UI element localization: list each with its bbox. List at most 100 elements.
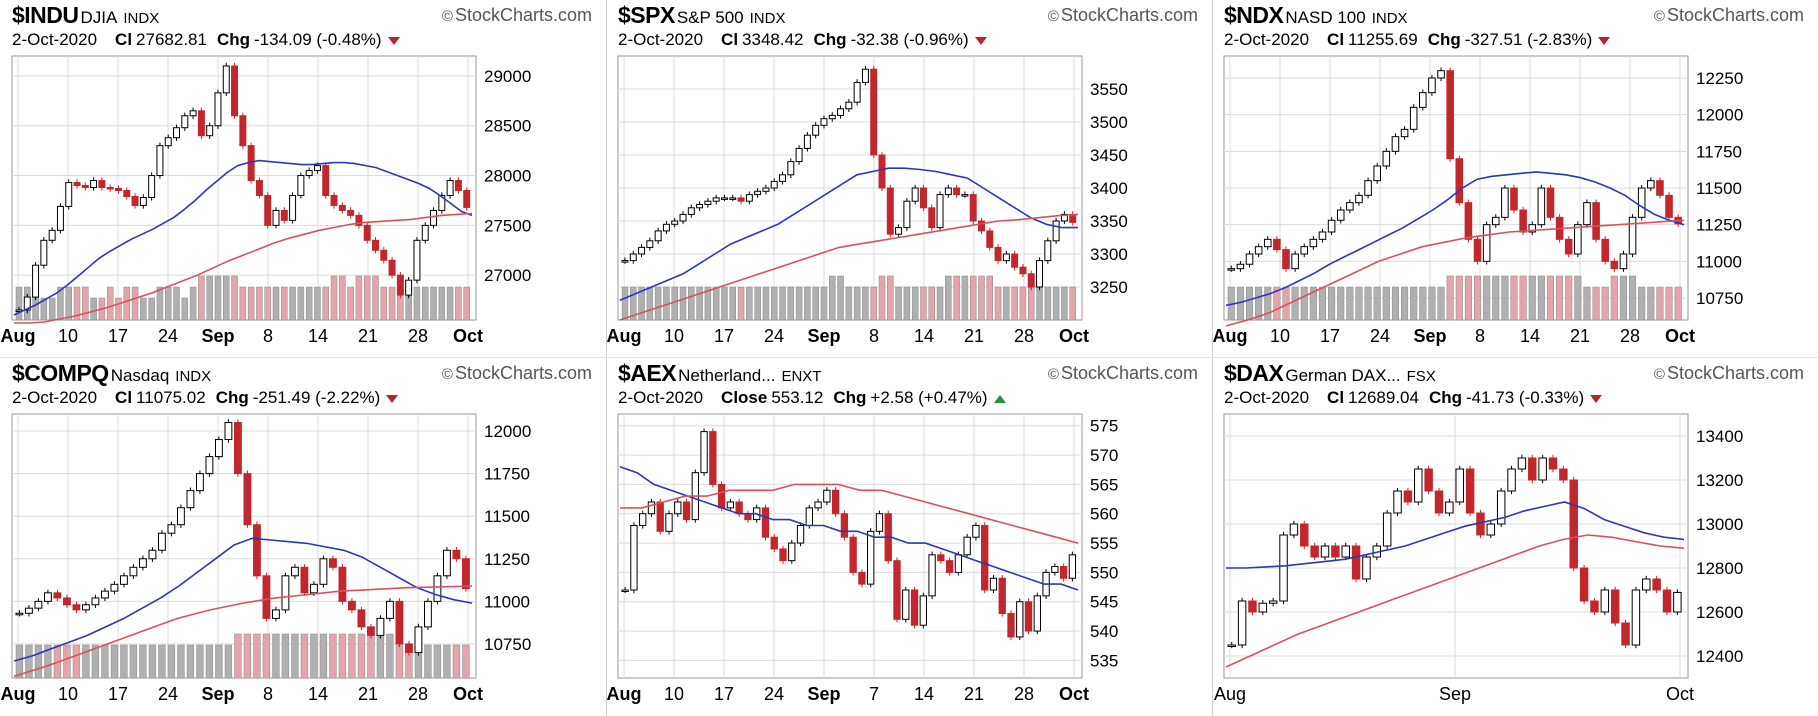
- candle-body: [1051, 566, 1059, 573]
- volume-bar: [953, 275, 960, 321]
- candle-body: [262, 575, 271, 619]
- candle-body: [674, 501, 682, 515]
- x-tick-label: 28: [1014, 326, 1034, 346]
- candle-body: [969, 194, 977, 222]
- candle-body: [363, 224, 371, 241]
- security-name: Netherland...: [678, 366, 776, 385]
- candle-body: [629, 253, 637, 262]
- candle-body: [700, 431, 708, 474]
- y-tick-label: 570: [1090, 446, 1118, 465]
- volume-bar: [837, 275, 844, 321]
- candle-body: [1355, 194, 1363, 204]
- volume-bar: [15, 644, 24, 679]
- candle-body: [110, 583, 119, 592]
- volume-bar: [787, 286, 795, 321]
- volume-bar: [696, 286, 703, 321]
- x-tick-label: 8: [1475, 326, 1485, 346]
- volume-bar: [291, 633, 299, 679]
- candle-body: [696, 204, 704, 209]
- chart-panel-ndx[interactable]: $NDX NASD 100 INDX © StockCharts.com 2-Oct-20…: [1212, 0, 1818, 358]
- chart-panel-indu[interactable]: $INDU DJIA INDX © StockCharts.com 2-Oct-2020 C…: [0, 0, 606, 358]
- watermark: © StockCharts.com: [442, 5, 592, 26]
- x-tick-label: 21: [358, 684, 378, 704]
- copyright-icon: ©: [441, 8, 453, 25]
- volume-bar: [646, 286, 654, 321]
- candle-body: [919, 187, 927, 209]
- candle-body: [1564, 238, 1573, 255]
- candle-body: [367, 626, 375, 636]
- volume-bar: [272, 286, 280, 321]
- x-tick-label: Sep: [1439, 684, 1471, 704]
- candle-body: [770, 536, 778, 550]
- x-tick-label: 14: [914, 326, 934, 346]
- candle-body: [861, 68, 869, 83]
- candle-body: [280, 209, 288, 221]
- volume-bar: [455, 286, 462, 321]
- volume-bar: [177, 644, 185, 679]
- candle-body: [1016, 601, 1024, 638]
- candle-body: [814, 501, 822, 509]
- chart-panel-spx[interactable]: $SPX S&P 500 INDX © StockCharts.com 2-Oct-202…: [606, 0, 1212, 358]
- quote-line: 2-Oct-2020 Cl 27682.81 Chg -134.09 (-0.48%): [12, 30, 598, 50]
- candle-body: [1007, 612, 1015, 638]
- security-name: German DAX...: [1285, 366, 1401, 385]
- volume-bar: [795, 286, 803, 321]
- candle-body: [1546, 187, 1555, 218]
- candlestick-chart: 27000 27500 28000 28500 29000 Aug 10 17 24 Sep 8 14…: [1, 55, 531, 346]
- candle-body: [823, 489, 831, 503]
- chart-panel-compq[interactable]: $COMPQ Nasdaq INDX © StockCharts.com 2-Oct-20…: [0, 358, 606, 716]
- x-tick-label: Aug: [1, 326, 36, 346]
- x-tick-label: Aug: [1214, 684, 1246, 704]
- y-tick-label: 28500: [484, 117, 531, 136]
- candle-body: [131, 195, 139, 206]
- volume-bar: [106, 286, 114, 321]
- volume-bar: [1328, 286, 1336, 321]
- x-tick-label: 10: [664, 326, 684, 346]
- volume-bar: [746, 286, 753, 321]
- chart-header: $INDU DJIA INDX © StockCharts.com: [12, 2, 594, 28]
- candle-body: [1446, 70, 1454, 160]
- volume-bar: [1355, 286, 1363, 321]
- volume-bar: [205, 644, 214, 679]
- chart-panel-aex[interactable]: $AEX Netherland... ENXT © StockCharts.com 2-O…: [606, 358, 1212, 716]
- volume-bar: [845, 286, 853, 321]
- volume-bar: [1455, 275, 1463, 321]
- triangle-down-icon: [387, 36, 400, 45]
- exchange: ENXT: [781, 368, 822, 385]
- candle-body: [665, 513, 673, 532]
- x-tick-label: 17: [1320, 326, 1340, 346]
- y-tick-label: 13400: [1696, 427, 1743, 446]
- change-value: +2.58 (+0.47%): [870, 388, 988, 407]
- volume-bar: [1501, 275, 1509, 321]
- candle-body: [720, 197, 728, 200]
- candle-body: [424, 600, 432, 628]
- candle-body: [621, 260, 629, 263]
- candle-body: [788, 542, 796, 562]
- candle-body: [745, 194, 753, 202]
- volume-bar: [887, 275, 894, 321]
- x-tick-label: 14: [308, 326, 328, 346]
- volume-bar: [243, 633, 252, 679]
- x-tick-label: 28: [1620, 326, 1640, 346]
- volume-bar: [73, 286, 81, 321]
- quote-line: 2-Oct-2020 Cl 11255.69 Chg -327.51 (-2.83%): [1224, 30, 1810, 50]
- candle-body: [197, 110, 205, 137]
- y-tick-label: 10750: [484, 635, 531, 654]
- volume-bar: [196, 644, 204, 679]
- candle-body: [704, 200, 712, 205]
- candle-body: [388, 259, 396, 276]
- candle-body: [25, 607, 33, 614]
- close-label: Close: [721, 388, 768, 407]
- candle-body: [1382, 150, 1391, 167]
- candle-body: [1331, 545, 1340, 558]
- candle-body: [376, 617, 385, 636]
- x-tick-label: 8: [869, 326, 879, 346]
- volume-bar: [319, 633, 328, 679]
- candle-body: [867, 530, 875, 585]
- candle-body: [313, 165, 321, 172]
- candle-body: [1327, 219, 1336, 233]
- moving-average-fast: [1225, 171, 1685, 307]
- chart-panel-dax[interactable]: $DAX German DAX... FSX © StockCharts.com 2-Oc…: [1212, 358, 1818, 716]
- candle-body: [1300, 246, 1309, 255]
- change-label: Chg: [833, 388, 867, 407]
